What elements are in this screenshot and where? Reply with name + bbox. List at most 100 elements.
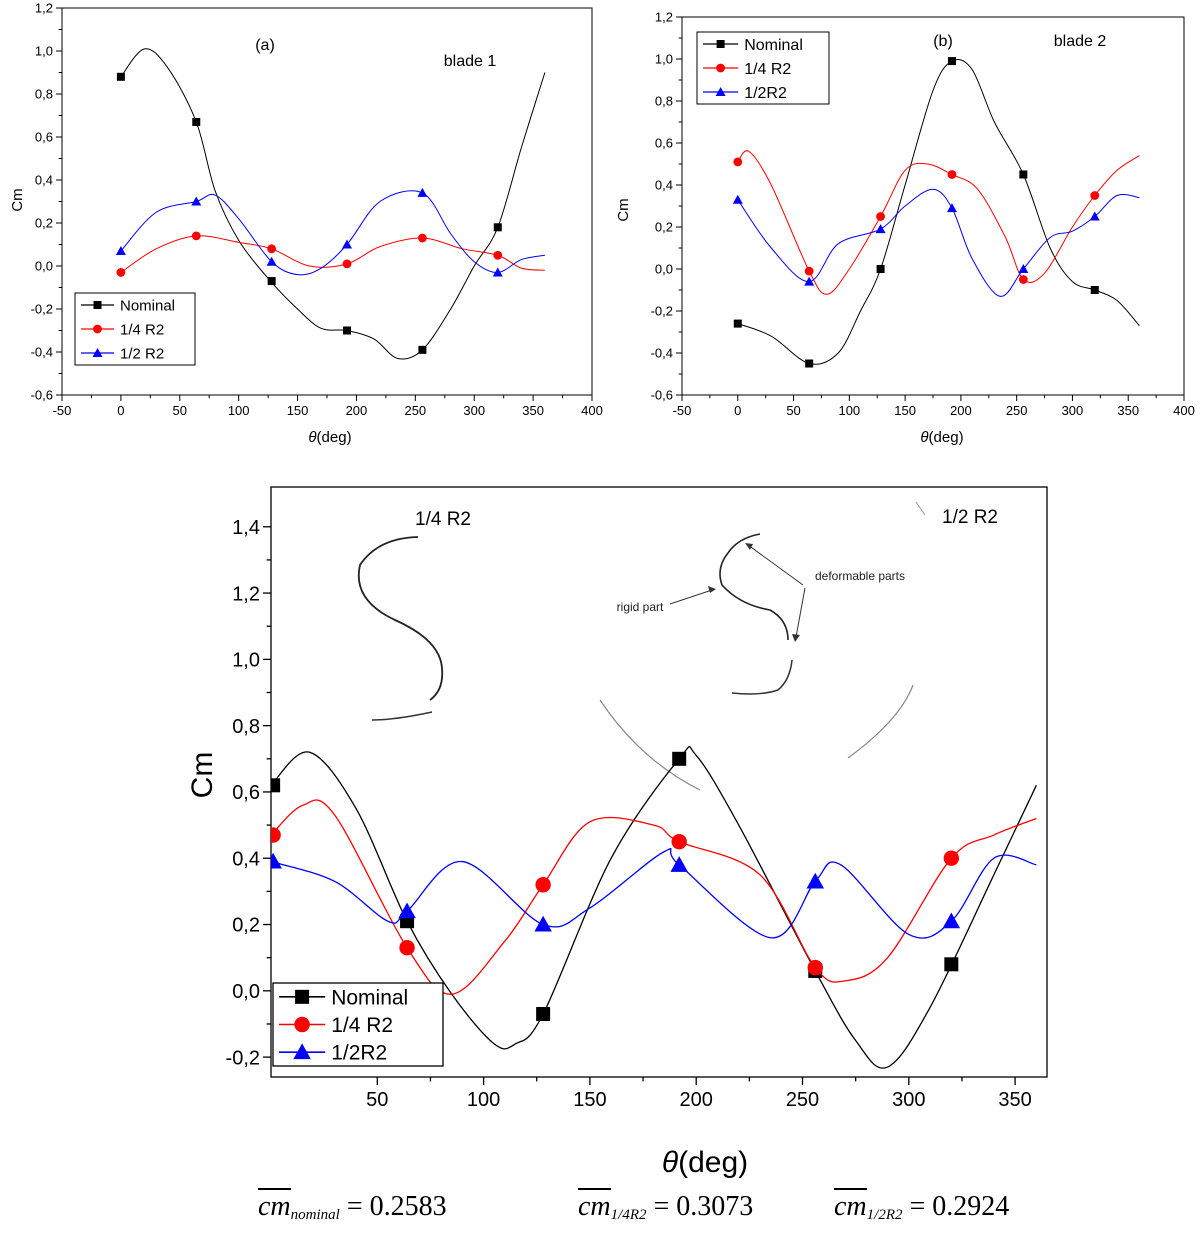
data-point <box>804 276 815 286</box>
y-tick-label: 0,2 <box>35 216 53 231</box>
data-point <box>267 277 276 286</box>
y-tick-label: -0,2 <box>651 304 673 319</box>
chart-panel-b: -50 0 50 100 150 200 250 300 350 400 -0,6 -0,4 -0,2 0… <box>615 10 1195 446</box>
y-tick-label: -0,2 <box>31 302 53 317</box>
data-point <box>398 902 416 919</box>
data-point <box>947 57 956 66</box>
data-point <box>804 266 814 276</box>
y-axis-label: Cm <box>9 188 26 211</box>
inset-label-deformable: deformable parts <box>815 569 905 583</box>
quarter-blade-arc <box>371 711 433 721</box>
legend-label: 1/4 R2 <box>331 1014 393 1037</box>
rotor-arc-right <box>847 684 914 759</box>
y-tick-label: 1,4 <box>232 517 260 539</box>
series-1-4-r2 <box>733 150 1140 295</box>
series-1-2r2 <box>271 847 1037 939</box>
x-tick-label: 400 <box>581 403 603 418</box>
legend-marker <box>92 348 103 357</box>
x-axis-label-theta: θ <box>662 1146 679 1179</box>
data-point <box>417 187 428 197</box>
half-blade-lower <box>731 659 793 695</box>
legend-marker <box>294 1016 310 1033</box>
legend-marker <box>716 40 725 48</box>
series-1-2r2 <box>732 188 1140 297</box>
x-tick-label: 100 <box>467 1089 500 1111</box>
y-tick-label: 0,6 <box>655 136 673 151</box>
mean-cm-quarter-value: = 0.3073 <box>653 1191 754 1222</box>
panel-label: (a) <box>255 37 275 54</box>
series-1-4-r2 <box>271 799 1037 995</box>
y-tick-label: 1,2 <box>35 1 53 16</box>
data-point <box>534 915 552 932</box>
mean-cm-nominal: cmnominal = 0.2583 <box>258 1188 447 1224</box>
data-point <box>946 203 957 213</box>
legend-label: 1/2R2 <box>744 85 787 102</box>
data-point <box>418 233 427 243</box>
half-blade-shape <box>719 533 789 641</box>
series-line <box>271 799 1037 995</box>
legend-marker <box>716 63 725 73</box>
data-point <box>733 319 742 328</box>
series-nominal <box>733 57 1140 368</box>
y-tick-label: 1,0 <box>655 52 673 67</box>
data-point <box>732 194 743 204</box>
data-point <box>271 827 281 843</box>
y-tick-label: 1,2 <box>232 583 260 605</box>
mean-cm-nominal-value: = 0.2583 <box>346 1191 447 1222</box>
x-tick-label: 0 <box>734 403 741 418</box>
data-point <box>807 959 823 976</box>
y-tick-label: 0,2 <box>232 915 260 937</box>
x-tick-label: 200 <box>950 403 972 418</box>
data-point <box>944 957 959 972</box>
series-line <box>737 59 1140 365</box>
data-point <box>192 117 201 126</box>
x-axis-label: θ(deg) <box>920 429 963 446</box>
x-tick-label: 50 <box>786 403 800 418</box>
mean-cm-half-subscript: 1/2R2 <box>866 1207 903 1223</box>
y-axis-label: Cm <box>186 752 219 799</box>
x-tick-label: -50 <box>673 403 692 418</box>
data-point <box>492 267 503 277</box>
series-line <box>737 188 1140 297</box>
inset-label-quarter: 1/4 R2 <box>415 509 471 530</box>
x-axis-label-theta: θ <box>308 429 316 446</box>
data-point <box>1018 275 1028 284</box>
legend-marker <box>715 87 726 96</box>
legend-label: 1/2 R2 <box>120 345 164 362</box>
arrow-deformable-2 <box>795 587 806 638</box>
y-tick-label: 1,0 <box>232 650 260 672</box>
x-tick-label: 250 <box>786 1089 819 1111</box>
data-point <box>343 326 352 335</box>
data-point <box>191 231 201 241</box>
series-1-4-r2 <box>116 231 545 277</box>
arrowhead-deformable-2 <box>792 634 800 642</box>
legend-marker <box>293 1043 311 1060</box>
data-point <box>342 259 352 269</box>
x-tick-label: 150 <box>894 403 916 418</box>
panel-annotation: blade 2 <box>1054 33 1107 50</box>
y-tick-label: -0,6 <box>31 388 53 403</box>
legend: Nominal 1/4 R2 1/2R2 <box>696 31 830 105</box>
inset-label-half: 1/2 R2 <box>942 507 998 528</box>
data-point <box>943 850 960 866</box>
y-tick-label: 1,0 <box>35 44 53 59</box>
x-tick-label: 300 <box>892 1089 925 1111</box>
data-point <box>1090 286 1099 294</box>
y-tick-label: 0,4 <box>655 178 673 193</box>
legend-marker <box>93 324 102 334</box>
data-point <box>116 268 126 277</box>
legend-label: Nominal <box>120 297 175 314</box>
x-tick-label: 350 <box>522 403 544 418</box>
data-point <box>493 223 502 232</box>
series-line <box>271 847 1037 939</box>
series-1-2-r2 <box>115 187 545 277</box>
y-tick-label: 0,0 <box>232 981 260 1003</box>
y-tick-label: 0,4 <box>232 848 260 870</box>
legend: Nominal 1/4 R2 1/2R2 <box>272 982 444 1067</box>
y-tick-label: 0,8 <box>232 716 260 738</box>
data-point <box>947 170 957 179</box>
x-tick-label: 350 <box>998 1089 1031 1111</box>
y-tick-label: 0,8 <box>35 87 53 102</box>
data-point <box>1089 211 1100 221</box>
y-tick-label: 1,2 <box>655 10 673 25</box>
